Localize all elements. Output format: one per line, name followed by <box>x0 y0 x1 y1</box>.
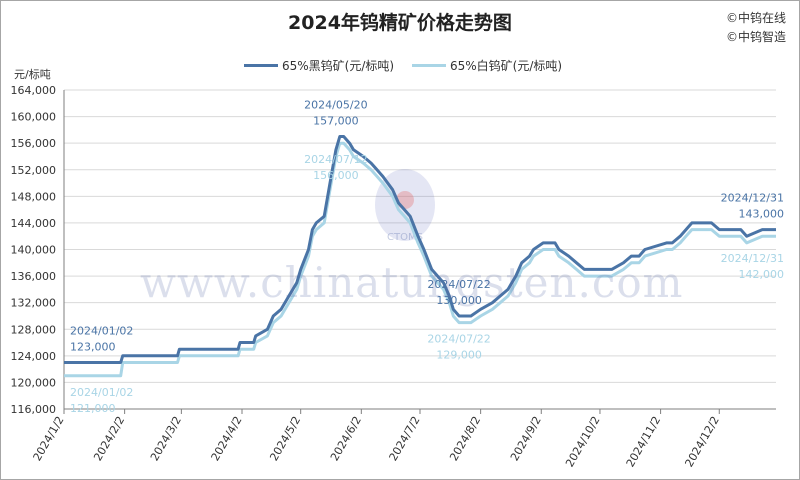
x-tick-label: 2024/11/2 <box>624 414 663 469</box>
watermark-text: www.chinatungsten.com <box>140 258 684 307</box>
series-line-dark-tungsten <box>64 135 776 364</box>
annotation-date: 2024/12/31 <box>721 252 784 265</box>
x-tick-label: 2024/7/2 <box>387 414 423 463</box>
annotation-value: 142,000 <box>739 268 785 281</box>
y-tick-label: 164,000 <box>11 84 57 97</box>
series-line-white-tungsten <box>64 141 776 378</box>
annotation-date: 2024/05/20 <box>304 99 367 112</box>
y-tick-label: 116,000 <box>11 403 57 416</box>
x-tick-label: 2024/5/2 <box>267 414 303 463</box>
legend-item-white-tungsten: 65%白钨矿(元/标吨) <box>412 57 562 74</box>
annotation-value: 143,000 <box>739 208 785 221</box>
y-tick-label: 156,000 <box>11 137 57 150</box>
annotation-value: 123,000 <box>70 340 116 353</box>
y-tick-label: 128,000 <box>11 323 57 336</box>
annotation-date: 2024/01/02 <box>70 386 133 399</box>
y-tick-label: 132,000 <box>11 297 57 310</box>
y-axis-unit-label: 元/标吨 <box>14 68 51 81</box>
annotation-date: 2024/12/31 <box>721 192 784 205</box>
legend-item-dark-tungsten: 65%黑钨矿(元/标吨) <box>244 57 394 74</box>
x-tick-label: 2024/4/2 <box>209 414 245 463</box>
y-tick-label: 140,000 <box>11 244 57 257</box>
annotation-date: 2024/07/22 <box>427 278 490 291</box>
x-tick-label: 2024/9/2 <box>508 414 544 463</box>
brand-line-1: ©中钨在线 <box>725 11 786 25</box>
x-tick-label: 2024/12/2 <box>682 414 721 469</box>
y-tick-label: 148,000 <box>11 190 57 203</box>
y-tick-label: 124,000 <box>11 350 57 363</box>
watermark-logo-label: CTOMS <box>387 232 423 243</box>
x-tick-label: 2024/1/2 <box>31 414 67 463</box>
y-tick-label: 160,000 <box>11 111 57 124</box>
x-tick-label: 2024/8/2 <box>447 414 483 463</box>
brand-line-2: ©中钨智造 <box>725 30 786 44</box>
legend-label-dark: 65%黑钨矿(元/标吨) <box>282 59 395 73</box>
annotation-value: 129,000 <box>436 349 482 362</box>
annotation-date: 2024/07/12 <box>304 153 367 166</box>
x-tick-label: 2024/3/2 <box>148 414 184 463</box>
annotation-date: 2024/07/22 <box>427 333 490 346</box>
y-tick-label: 144,000 <box>11 217 57 230</box>
y-tick-label: 120,000 <box>11 376 57 389</box>
annotation-value: 157,000 <box>313 115 359 128</box>
chart-title: 2024年钨精矿价格走势图 <box>288 12 512 34</box>
legend-swatch-light <box>412 64 446 67</box>
x-tick-label: 2024/10/2 <box>563 414 602 469</box>
annotation-value: 130,000 <box>436 294 482 307</box>
annotation-value: 156,000 <box>313 169 359 182</box>
x-tick-label: 2024/6/2 <box>328 414 364 463</box>
x-tick-label: 2024/2/2 <box>91 414 127 463</box>
y-tick-label: 152,000 <box>11 164 57 177</box>
annotation-date: 2024/01/02 <box>70 324 133 337</box>
y-tick-label: 136,000 <box>11 270 57 283</box>
legend-swatch-dark <box>244 64 278 67</box>
legend-label-light: 65%白钨矿(元/标吨) <box>450 59 563 73</box>
annotation-value: 121,000 <box>70 402 116 415</box>
